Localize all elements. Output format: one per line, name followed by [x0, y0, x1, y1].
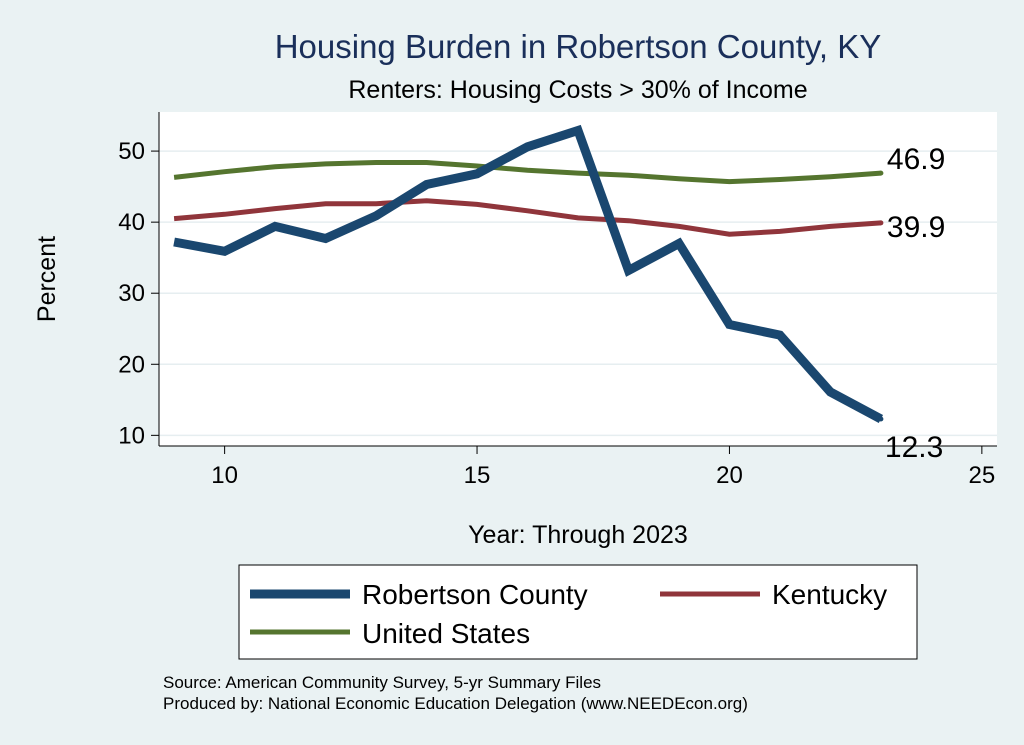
end-point-kentucky	[878, 220, 884, 226]
x-ticks: 10 15 20 25	[211, 446, 995, 489]
legend-box	[238, 564, 918, 660]
x-axis-title: Year: Through 2023	[468, 521, 688, 549]
series-lines	[173, 124, 884, 423]
y-tick-label-10: 10	[118, 422, 145, 449]
x-tick-label-15: 15	[464, 462, 491, 489]
end-point-us	[878, 170, 884, 176]
chart-title: Housing Burden in Robertson County, KY	[275, 28, 882, 65]
y-axis-title: Percent	[33, 236, 61, 322]
end-labels: 46.9 39.9 12.3	[885, 143, 945, 464]
x-tick-label-25: 25	[969, 462, 996, 489]
series-line-robertson	[173, 124, 884, 423]
y-tick-label-20: 20	[118, 351, 145, 378]
end-point-robertson	[878, 416, 884, 422]
legend-label-robertson: Robertson County	[362, 579, 588, 610]
end-label-kentucky: 39.9	[887, 211, 945, 244]
y-ticks: 10 20 30 40 50	[118, 138, 159, 449]
legend-label-us: United States	[362, 618, 530, 649]
y-tick-label-50: 50	[118, 138, 145, 165]
x-tick-label-10: 10	[211, 462, 238, 489]
produced-note: Produced by: National Economic Education…	[163, 694, 748, 713]
y-tick-label-30: 30	[118, 280, 145, 307]
plot-area	[159, 112, 997, 446]
end-label-robertson: 12.3	[885, 431, 943, 464]
series-line-us	[173, 160, 882, 185]
chart-subtitle: Renters: Housing Costs > 30% of Income	[348, 76, 807, 104]
source-note: Source: American Community Survey, 5-yr …	[163, 673, 601, 692]
legend-label-kentucky: Kentucky	[772, 579, 887, 610]
end-label-us: 46.9	[887, 143, 945, 176]
series-line-kentucky	[173, 198, 882, 237]
x-tick-label-20: 20	[716, 462, 743, 489]
y-tick-label-40: 40	[118, 209, 145, 236]
